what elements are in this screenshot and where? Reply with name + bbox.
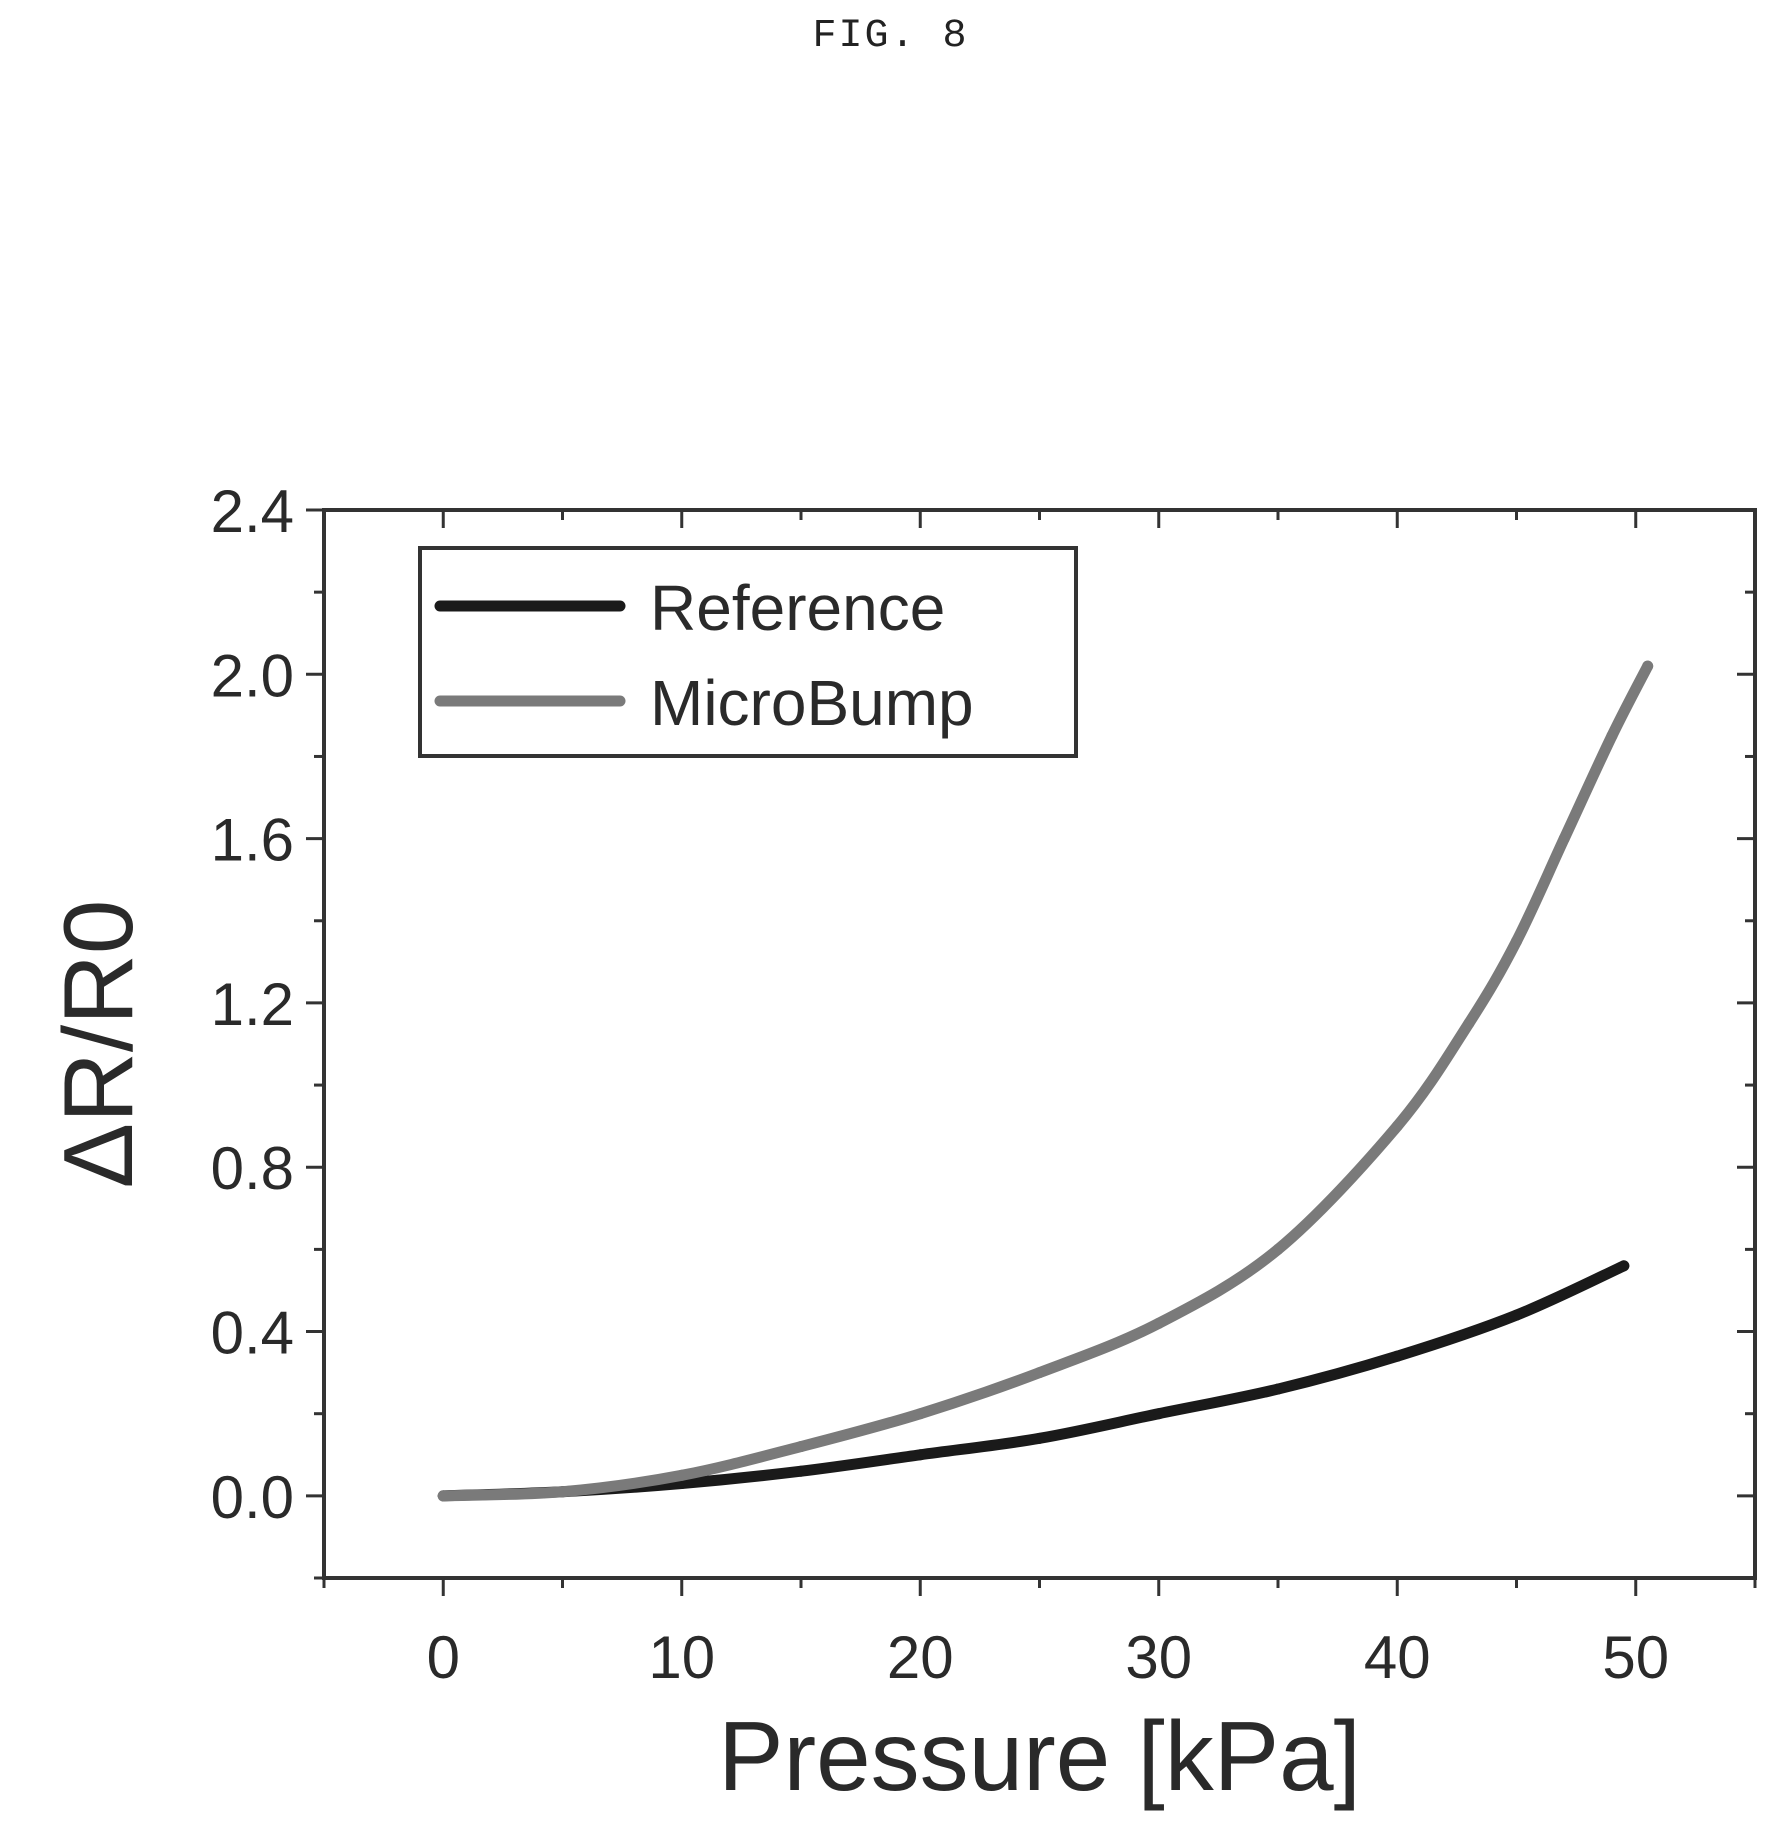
legend-label-reference: Reference bbox=[650, 572, 945, 644]
data-point-reference bbox=[1391, 1350, 1403, 1362]
data-point-microbump bbox=[676, 1469, 688, 1481]
y-tick-label: 0.8 bbox=[211, 1135, 294, 1202]
data-point-microbump bbox=[795, 1441, 807, 1453]
x-tick-label: 10 bbox=[648, 1624, 715, 1691]
data-point-microbump bbox=[1034, 1367, 1045, 1379]
data-point-reference bbox=[1153, 1408, 1165, 1420]
data-point-microbump bbox=[1463, 1017, 1475, 1029]
legend: Reference MicroBump bbox=[418, 546, 1078, 758]
x-tick-label: 0 bbox=[427, 1624, 460, 1691]
y-tick-label: 1.2 bbox=[211, 971, 294, 1038]
data-point-microbump bbox=[1272, 1243, 1284, 1255]
data-point-microbump bbox=[1606, 730, 1618, 742]
figure-label: FIG. 8 bbox=[812, 14, 969, 59]
data-point-microbump bbox=[1153, 1317, 1165, 1329]
data-point-microbump bbox=[914, 1408, 926, 1420]
data-point-reference bbox=[1272, 1383, 1284, 1395]
data-point-microbump bbox=[1391, 1120, 1403, 1132]
data-point-microbump bbox=[557, 1486, 568, 1498]
axes: 0 10 20 30 40 50 0.0 0.4 0.8 1.2 1.6 2.0 2.4 bbox=[211, 478, 1757, 1691]
data-point-reference bbox=[914, 1449, 926, 1461]
data-point-microbump bbox=[1558, 833, 1570, 845]
y-tick-label: 0.0 bbox=[211, 1464, 294, 1531]
data-point-reference bbox=[1618, 1260, 1630, 1272]
y-tick-label: 1.6 bbox=[211, 807, 294, 874]
legend-box bbox=[418, 546, 1078, 758]
data-point-reference bbox=[1034, 1432, 1045, 1444]
series-line-microbump bbox=[437, 660, 1654, 1502]
data-point-microbump bbox=[437, 1490, 449, 1502]
data-point-microbump bbox=[1642, 660, 1654, 672]
x-axis-title: Pressure [kPa] bbox=[718, 1701, 1361, 1811]
y-tick-label: 2.4 bbox=[211, 478, 294, 545]
x-tick-label: 30 bbox=[1125, 1624, 1192, 1691]
x-tick-label: 20 bbox=[887, 1624, 954, 1691]
x-tick-label: 40 bbox=[1364, 1624, 1431, 1691]
legend-label-microbump: MicroBump bbox=[650, 667, 974, 739]
series-layer bbox=[437, 660, 1654, 1502]
data-point-reference bbox=[1511, 1309, 1522, 1321]
y-tick-label: 0.4 bbox=[211, 1300, 294, 1367]
data-point-microbump bbox=[1511, 935, 1522, 947]
y-axis-title: ΔR/R0 bbox=[43, 900, 153, 1189]
series-line-reference bbox=[437, 1260, 1630, 1502]
y-tick-label: 2.0 bbox=[211, 642, 294, 709]
data-point-reference bbox=[795, 1465, 807, 1477]
x-tick-label: 50 bbox=[1602, 1624, 1669, 1691]
